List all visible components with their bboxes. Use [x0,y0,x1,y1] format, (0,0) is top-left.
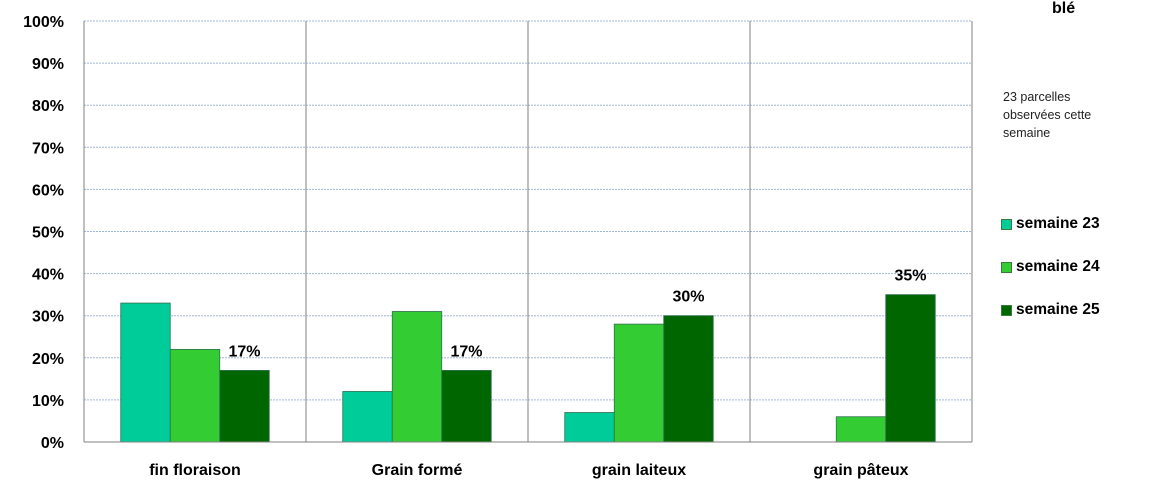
data-label: 30% [672,289,704,306]
bar-semaine-24-1 [391,311,443,443]
bar-semaine-23-0 [120,302,171,443]
legend-label: semaine 24 [1016,258,1100,275]
x-category-label: fin floraison [149,462,241,479]
observation-note: 23 parcelles observées cette semaine [1003,90,1092,140]
legend-swatch [1001,304,1012,316]
y-tick-label: 40% [32,267,64,284]
y-tick-label: 50% [32,225,64,242]
legend-swatch [1001,261,1012,273]
legend-swatch [1001,218,1012,230]
legend-item-semaine-23: semaine 23 [1001,214,1100,234]
bar-semaine-24-2 [613,323,665,443]
bar-semaine-24-0 [169,348,221,443]
y-tick-label: 10% [32,393,64,410]
x-category-label: Grain formé [372,462,463,479]
legend-item-semaine-24: semaine 24 [1001,257,1100,277]
bar-semaine-23-1 [342,391,393,443]
chart-title: blé [1052,0,1076,17]
bar-semaine-23-2 [564,412,615,443]
bar-semaine-24-3 [835,416,887,443]
y-tick-label: 30% [32,309,64,326]
legend: semaine 23 semaine 24 semaine 25 [1001,214,1100,343]
y-tick-label: 60% [32,182,64,199]
legend-label: semaine 23 [1016,215,1100,232]
x-axis-categories: fin floraison Grain formé grain laiteux gra… [149,462,908,479]
y-tick-label: 100% [23,14,64,31]
data-label: 17% [228,343,260,360]
y-tick-label: 20% [32,351,64,368]
bars [120,294,936,443]
x-category-label: grain laiteux [592,462,686,479]
y-tick-label: 80% [32,98,64,115]
x-category-label: grain pâteux [813,462,908,479]
bar-semaine-25-2 [663,315,714,443]
bar-semaine-25-3 [885,294,936,443]
legend-label: semaine 25 [1016,301,1100,318]
data-labels: 17% 17% 30% 35% [228,268,926,361]
data-label: 35% [894,268,926,285]
y-tick-label: 0% [41,435,64,452]
legend-item-semaine-25: semaine 25 [1001,300,1100,320]
y-tick-label: 90% [32,56,64,73]
data-label: 17% [450,343,482,360]
bar-semaine-25-1 [441,370,492,443]
y-tick-label: 70% [32,140,64,157]
bar-semaine-25-0 [219,370,270,443]
gridlines [84,20,973,442]
y-axis-ticks: 0% 10% 20% 30% 40% 50% 60% 70% 80% 90% 100% [23,14,64,452]
